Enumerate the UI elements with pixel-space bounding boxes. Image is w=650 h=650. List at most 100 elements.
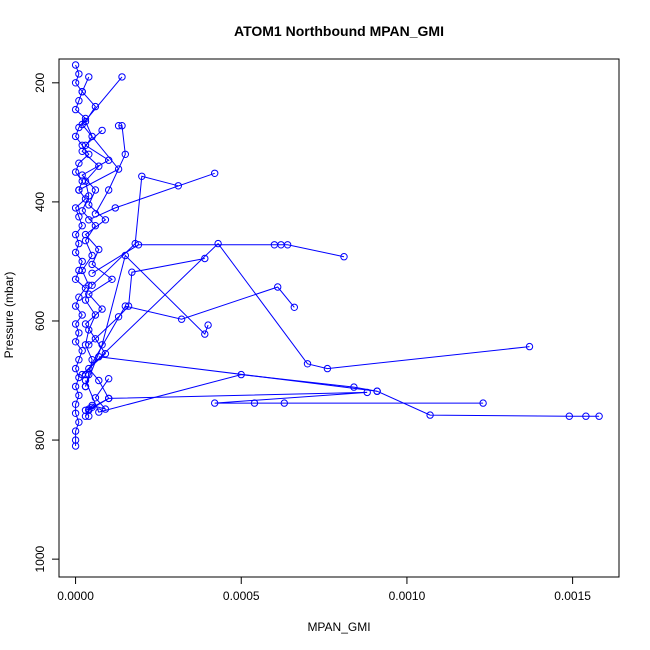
data-point: [340, 253, 348, 261]
data-point: [71, 320, 80, 328]
data-point: [565, 412, 573, 420]
series-line-15: [88, 391, 484, 411]
data-point: [85, 150, 93, 159]
series-line-1: [75, 64, 90, 446]
data-point: [71, 230, 80, 239]
series-line-11: [85, 254, 209, 387]
data-point: [85, 326, 93, 334]
data-point: [426, 411, 434, 419]
chart-title: ATOM1 Northbound MPAN_GMI: [234, 23, 444, 39]
data-point: [75, 159, 83, 167]
series-line-12: [81, 242, 530, 375]
x-tick-label: 0.0015: [554, 589, 591, 603]
data-point: [81, 230, 90, 239]
data-point: [373, 387, 381, 395]
data-point: [237, 370, 245, 379]
data-point: [525, 342, 534, 351]
data-point: [75, 97, 83, 105]
data-point: [98, 126, 106, 135]
data-point: [105, 394, 113, 403]
data-point: [88, 132, 96, 141]
data-point: [78, 370, 86, 379]
data-point: [71, 442, 80, 450]
series-line-14: [98, 356, 600, 417]
data-point: [81, 177, 90, 185]
data-point: [111, 204, 120, 212]
data-point: [131, 239, 139, 248]
data-point: [595, 412, 603, 420]
data-point: [214, 239, 222, 248]
data-point: [85, 216, 93, 224]
data-point: [363, 388, 371, 397]
data-point: [124, 302, 133, 310]
data-point: [75, 70, 83, 78]
data-point: [121, 251, 130, 260]
data-point: [118, 122, 126, 130]
data-point: [75, 391, 83, 400]
data-point: [274, 283, 282, 291]
data-point: [95, 376, 103, 385]
data-point: [280, 399, 288, 407]
data-point: [88, 260, 96, 269]
data-point: [91, 311, 100, 319]
data-point: [81, 412, 90, 420]
data-point: [134, 241, 143, 249]
data-point: [71, 275, 80, 283]
data-point: [101, 405, 110, 413]
data-point: [121, 150, 130, 159]
data-point: [78, 347, 86, 355]
data-point: [105, 156, 113, 164]
data-point: [81, 114, 90, 123]
data-point: [78, 147, 86, 156]
data-point: [75, 293, 83, 301]
data-point: [78, 207, 86, 215]
series-layer: [71, 61, 603, 450]
data-point: [95, 408, 103, 416]
data-point: [91, 335, 100, 343]
data-point: [78, 266, 86, 275]
data-point: [270, 241, 279, 249]
data-point: [85, 290, 93, 298]
data-point: [75, 266, 83, 275]
data-point: [201, 330, 209, 338]
plot-frame: [58, 58, 620, 578]
data-point: [91, 186, 100, 194]
x-axis-label: MPAN_GMI: [307, 620, 370, 634]
data-point: [204, 321, 212, 329]
data-point: [250, 399, 259, 407]
data-point: [177, 315, 186, 323]
data-point: [71, 105, 80, 114]
data-point: [174, 182, 183, 190]
data-point: [118, 73, 126, 81]
data-point: [71, 427, 80, 435]
data-point: [211, 399, 219, 407]
series-line-10: [85, 286, 295, 375]
data-point: [71, 338, 80, 346]
data-point: [114, 313, 123, 321]
data-point: [75, 186, 83, 194]
series-line-5: [94, 125, 126, 215]
y-axis: 200 400 600 800 1000: [33, 72, 60, 572]
y-tick-label: 200: [33, 72, 47, 92]
data-point: [98, 341, 106, 349]
data-point: [78, 88, 86, 96]
data-point: [101, 350, 110, 358]
data-point: [114, 122, 123, 130]
data-point: [71, 400, 80, 408]
data-point: [95, 353, 103, 361]
data-point: [71, 79, 80, 87]
data-point: [91, 210, 100, 218]
data-point: [85, 364, 93, 373]
data-point: [78, 257, 86, 266]
y-tick-label: 600: [33, 311, 47, 331]
data-point: [75, 418, 83, 426]
data-point: [91, 394, 100, 402]
data-point: [88, 269, 96, 277]
data-point: [350, 383, 358, 391]
data-point: [81, 141, 90, 150]
data-point: [85, 341, 93, 349]
data-point: [138, 172, 146, 181]
data-point: [201, 254, 209, 263]
data-point: [71, 364, 80, 373]
data-point: [81, 320, 90, 328]
